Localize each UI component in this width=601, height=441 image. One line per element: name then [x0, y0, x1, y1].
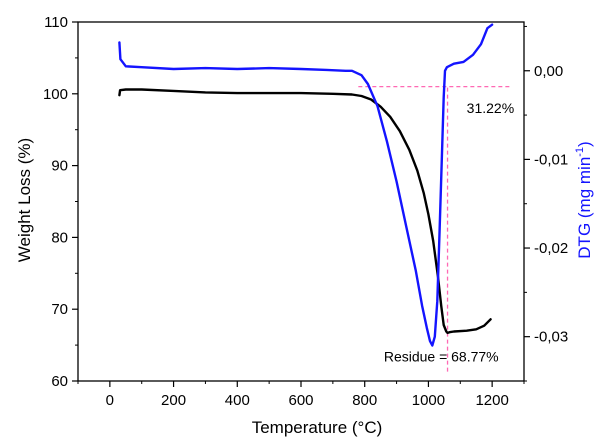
y-right-axis-title-base: DTG (mg min [575, 157, 594, 259]
y-right-tick-label: -0,03 [534, 329, 568, 346]
y-left-tick-label: 70 [51, 301, 68, 318]
annotation-label: 31.22% [467, 100, 514, 116]
y-left-tick-label: 90 [51, 158, 68, 175]
x-tick-label: 400 [225, 392, 250, 409]
annotation-label: Residue = 68.77% [384, 349, 499, 365]
y-right-tick-label: -0,02 [534, 240, 568, 257]
x-tick-label: 0 [106, 392, 114, 409]
x-tick-label: 1200 [475, 392, 508, 409]
y-left-axis-title: Weight Loss (%) [15, 138, 34, 262]
y-right-tick-label: -0,01 [534, 151, 568, 168]
x-tick-label: 1000 [412, 392, 445, 409]
x-tick-label: 800 [352, 392, 377, 409]
y-right-axis-title: DTG (mg min-1) [574, 141, 594, 258]
series-line-dtg [118, 23, 494, 347]
y-right-axis-title-sup: -1 [574, 147, 586, 157]
y-right-tick-label: 0,00 [534, 63, 563, 80]
y-left-tick-label: 100 [43, 86, 68, 103]
y-left-tick-label: 80 [51, 229, 68, 246]
x-tick-label: 200 [161, 392, 186, 409]
x-tick-label: 600 [288, 392, 313, 409]
y-left-tick-label: 60 [51, 373, 68, 390]
x-axis-title: Temperature (°C) [252, 418, 383, 437]
y-right-axis-title-close: ) [575, 141, 594, 147]
series-line-tg [118, 88, 492, 335]
y-left-tick-label: 110 [44, 14, 68, 31]
plot-frame [77, 21, 525, 382]
